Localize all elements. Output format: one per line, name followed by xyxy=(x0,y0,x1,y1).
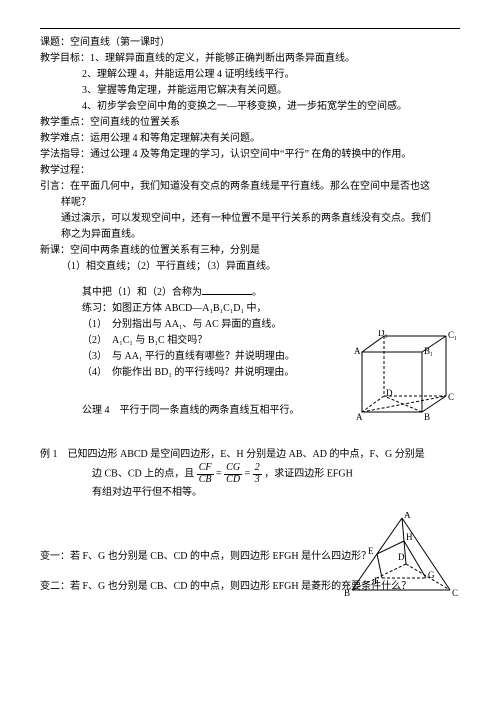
new-label: 新课： xyxy=(40,245,70,256)
var1-label: 变一： xyxy=(40,551,70,562)
method-row: 学法指导：通过公理 4 及等角定理的学习，认识空间中“平行” 在角的转换中的作用… xyxy=(40,147,460,163)
ex1-row-2: 边 CB、CD 上的点，且 CFCB = CGCD = 23 ，求证四边形 EF… xyxy=(40,463,460,485)
svg-text:D: D xyxy=(398,552,405,562)
ex1-label: 例 1 xyxy=(40,449,58,460)
combine-row: 其中把（1）和（2）合称为 。 xyxy=(40,285,460,301)
fill-blank xyxy=(202,285,252,295)
intro-row-1: 引言：在平面几何中，我们知道没有交点的两条直线是平行直线。那么在空间中是否也这 xyxy=(40,179,460,195)
combine-end: 。 xyxy=(252,287,262,298)
fraction-cf-cb: CFCB xyxy=(197,463,214,485)
svg-text:B₁: B₁ xyxy=(424,346,433,356)
page: 课题：空间直线（第一课时） 教学目标：1、理解异面直线的定义，并能够正确判断出两… xyxy=(0,0,500,706)
svg-text:F: F xyxy=(374,576,379,586)
intro-label: 引言： xyxy=(40,181,70,192)
goals-row-1: 教学目标：1、理解异面直线的定义，并能够正确判断出两条异面直线。 xyxy=(40,51,460,67)
svg-text:E: E xyxy=(368,546,374,556)
var2-label: 变二： xyxy=(40,581,70,592)
ex1-l3: 有组对边平行但不相等。 xyxy=(40,485,460,501)
ex1-row-1: 例 1 已知四边形 ABCD 是空间四边形，E、H 分别是边 AB、AD 的中点… xyxy=(40,447,460,463)
key-label: 教学重点： xyxy=(40,117,90,128)
new-l2: （1）相交直线；（2）平行直线；（3）异面直线。 xyxy=(40,259,460,275)
practice-stem: 如图正方体 ABCD—A₁B₁C₁D₁ 中， xyxy=(112,303,267,314)
diff-label: 教学难点： xyxy=(40,133,90,144)
goal-4: 4、初步学会空间中角的变换之一—平移变换，进一步拓宽学生的空间感。 xyxy=(40,99,460,115)
svg-text:H: H xyxy=(406,532,413,542)
method-label: 学法指导： xyxy=(40,149,90,160)
goal-1: 1、理解异面直线的定义，并能够正确判断出两条异面直线。 xyxy=(90,53,355,64)
new-row-1: 新课：空间中两条直线的位置关系有三种，分别是 xyxy=(40,243,460,259)
svg-text:C: C xyxy=(452,588,458,598)
ex1-l2b: ，求证四边形 EFGH xyxy=(264,468,353,479)
intro-l1: 在平面几何中，我们知道没有交点的两条直线是平行直线。那么在空间中是否也这 xyxy=(70,181,430,192)
practice-label: 练习： xyxy=(82,303,112,314)
equals-2: = xyxy=(245,468,253,479)
combine-text: 其中把（1）和（2）合称为 xyxy=(82,287,202,298)
intro-l2: 样呢？ xyxy=(40,195,460,211)
practice-row: 练习：如图正方体 ABCD—A₁B₁C₁D₁ 中， xyxy=(40,301,460,317)
svg-text:A: A xyxy=(356,412,363,422)
gap xyxy=(40,275,460,285)
var1-text: 若 F、G 也分别是 CB、CD 的中点，则四边形 EFGH 是什么四边形？ xyxy=(70,551,371,562)
ex1-l2a: 边 CB、CD 上的点，且 xyxy=(92,468,194,479)
svg-text:B: B xyxy=(424,412,430,422)
intro-l4: 称之为异面直线。 xyxy=(40,227,460,243)
lesson-title: 课题：空间直线（第一课时） xyxy=(40,35,460,51)
key-text: 空间直线的位置关系 xyxy=(90,117,180,128)
fraction-2-3: 23 xyxy=(253,463,262,485)
goal-3: 3、掌握等角定理，并能运用它解决有关问题。 xyxy=(40,83,460,99)
svg-text:A: A xyxy=(404,512,411,520)
svg-text:D₁: D₁ xyxy=(378,330,388,338)
new-l1: 空间中两条直线的位置关系有三种，分别是 xyxy=(70,245,260,256)
svg-text:A₁: A₁ xyxy=(354,346,364,356)
diff-text: 运用公理 4 和等角定理解决有关问题。 xyxy=(90,133,260,144)
cube-diagram: D₁ C₁ A₁ B₁ D C A B xyxy=(350,330,460,430)
goal-2: 2、理解公理 4，并能运用公理 4 证明线线平行。 xyxy=(40,67,460,83)
svg-text:B: B xyxy=(344,588,350,598)
method-text: 通过公理 4 及等角定理的学习，认识空间中“平行” 在角的转换中的作用。 xyxy=(90,149,411,160)
ex1-l1: 已知四边形 ABCD 是空间四边形，E、H 分别是边 AB、AD 的中点，F、G… xyxy=(68,449,425,460)
process-label: 教学过程： xyxy=(40,163,460,179)
equals-1: = xyxy=(216,468,224,479)
svg-text:G: G xyxy=(428,570,435,580)
svg-text:D: D xyxy=(386,388,393,398)
fraction-cg-cd: CGCD xyxy=(224,463,242,485)
key-row: 教学重点：空间直线的位置关系 xyxy=(40,115,460,131)
goals-label: 教学目标： xyxy=(40,53,90,64)
svg-text:C₁: C₁ xyxy=(448,330,457,340)
top-rule xyxy=(40,28,460,29)
tetrahedron-diagram: A B C D E H F G xyxy=(340,512,460,607)
svg-text:C: C xyxy=(448,392,454,402)
intro-l3: 通过演示，可以发现空间中，还有一种位置不是平行关系的两条直线没有交点。我们 xyxy=(40,211,460,227)
diff-row: 教学难点：运用公理 4 和等角定理解决有关问题。 xyxy=(40,131,460,147)
